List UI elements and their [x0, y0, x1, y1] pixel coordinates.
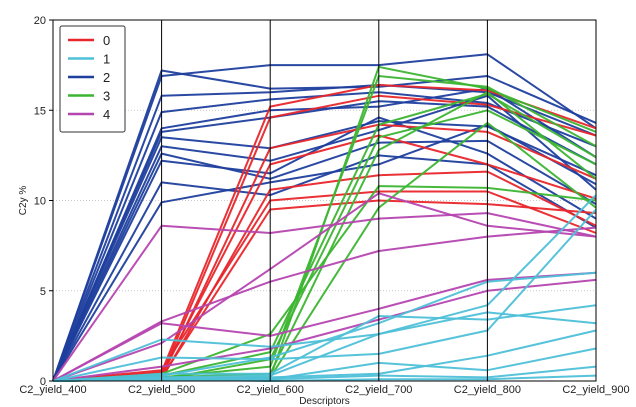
x-tick-label: C2_yield_800: [454, 384, 521, 396]
series-line-group-4: [52, 278, 597, 382]
series-line-group-1: [52, 347, 597, 382]
series-line-group-2: [52, 123, 597, 382]
series-line-group-2: [52, 139, 597, 382]
series-line-group-2: [52, 100, 597, 382]
legend-label: 0: [103, 33, 110, 48]
series-line-group-1: [52, 208, 597, 382]
series-line-group-4: [52, 212, 597, 382]
y-tick-label: 20: [34, 15, 46, 27]
y-tick-label: 0: [40, 376, 46, 388]
y-tick-label: 15: [34, 105, 46, 117]
series-line-group-4: [52, 226, 597, 382]
series-line-group-2: [52, 154, 597, 382]
x-tick-label: C2_yield_900: [562, 384, 629, 396]
x-tick-label: C2_yield_400: [19, 384, 86, 396]
legend: 0 1 2 3 4: [59, 25, 126, 133]
series-line-group-2: [52, 116, 597, 382]
x-tick-label: C2_yield_600: [237, 384, 304, 396]
legend-box: [59, 25, 126, 133]
y-axis-label: C2y %: [18, 186, 29, 216]
legend-label: 4: [103, 107, 110, 122]
y-tick-label: 5: [40, 286, 46, 298]
series-lines: [52, 53, 597, 382]
series-line-group-0: [52, 190, 597, 382]
series-line-group-2: [52, 53, 597, 382]
legend-label: 1: [103, 52, 110, 67]
series-line-group-1: [52, 374, 597, 382]
grid-lines: [53, 109, 596, 292]
legend-label: 3: [103, 89, 110, 104]
x-tick-label: C2_yield_700: [345, 384, 412, 396]
x-axis-label: Descriptors: [299, 396, 350, 407]
series-line-group-1: [52, 271, 597, 382]
y-tick-label: 10: [34, 196, 46, 208]
series-line-group-1: [52, 304, 597, 382]
axis-layer: C2_yield_400 C2_yield_500 C2_yield_600 C2_y…: [19, 15, 629, 396]
legend-label: 2: [103, 70, 110, 85]
series-line-group-4: [52, 192, 597, 382]
x-tick-label: C2_yield_500: [128, 384, 195, 396]
series-line-group-4: [52, 271, 597, 382]
